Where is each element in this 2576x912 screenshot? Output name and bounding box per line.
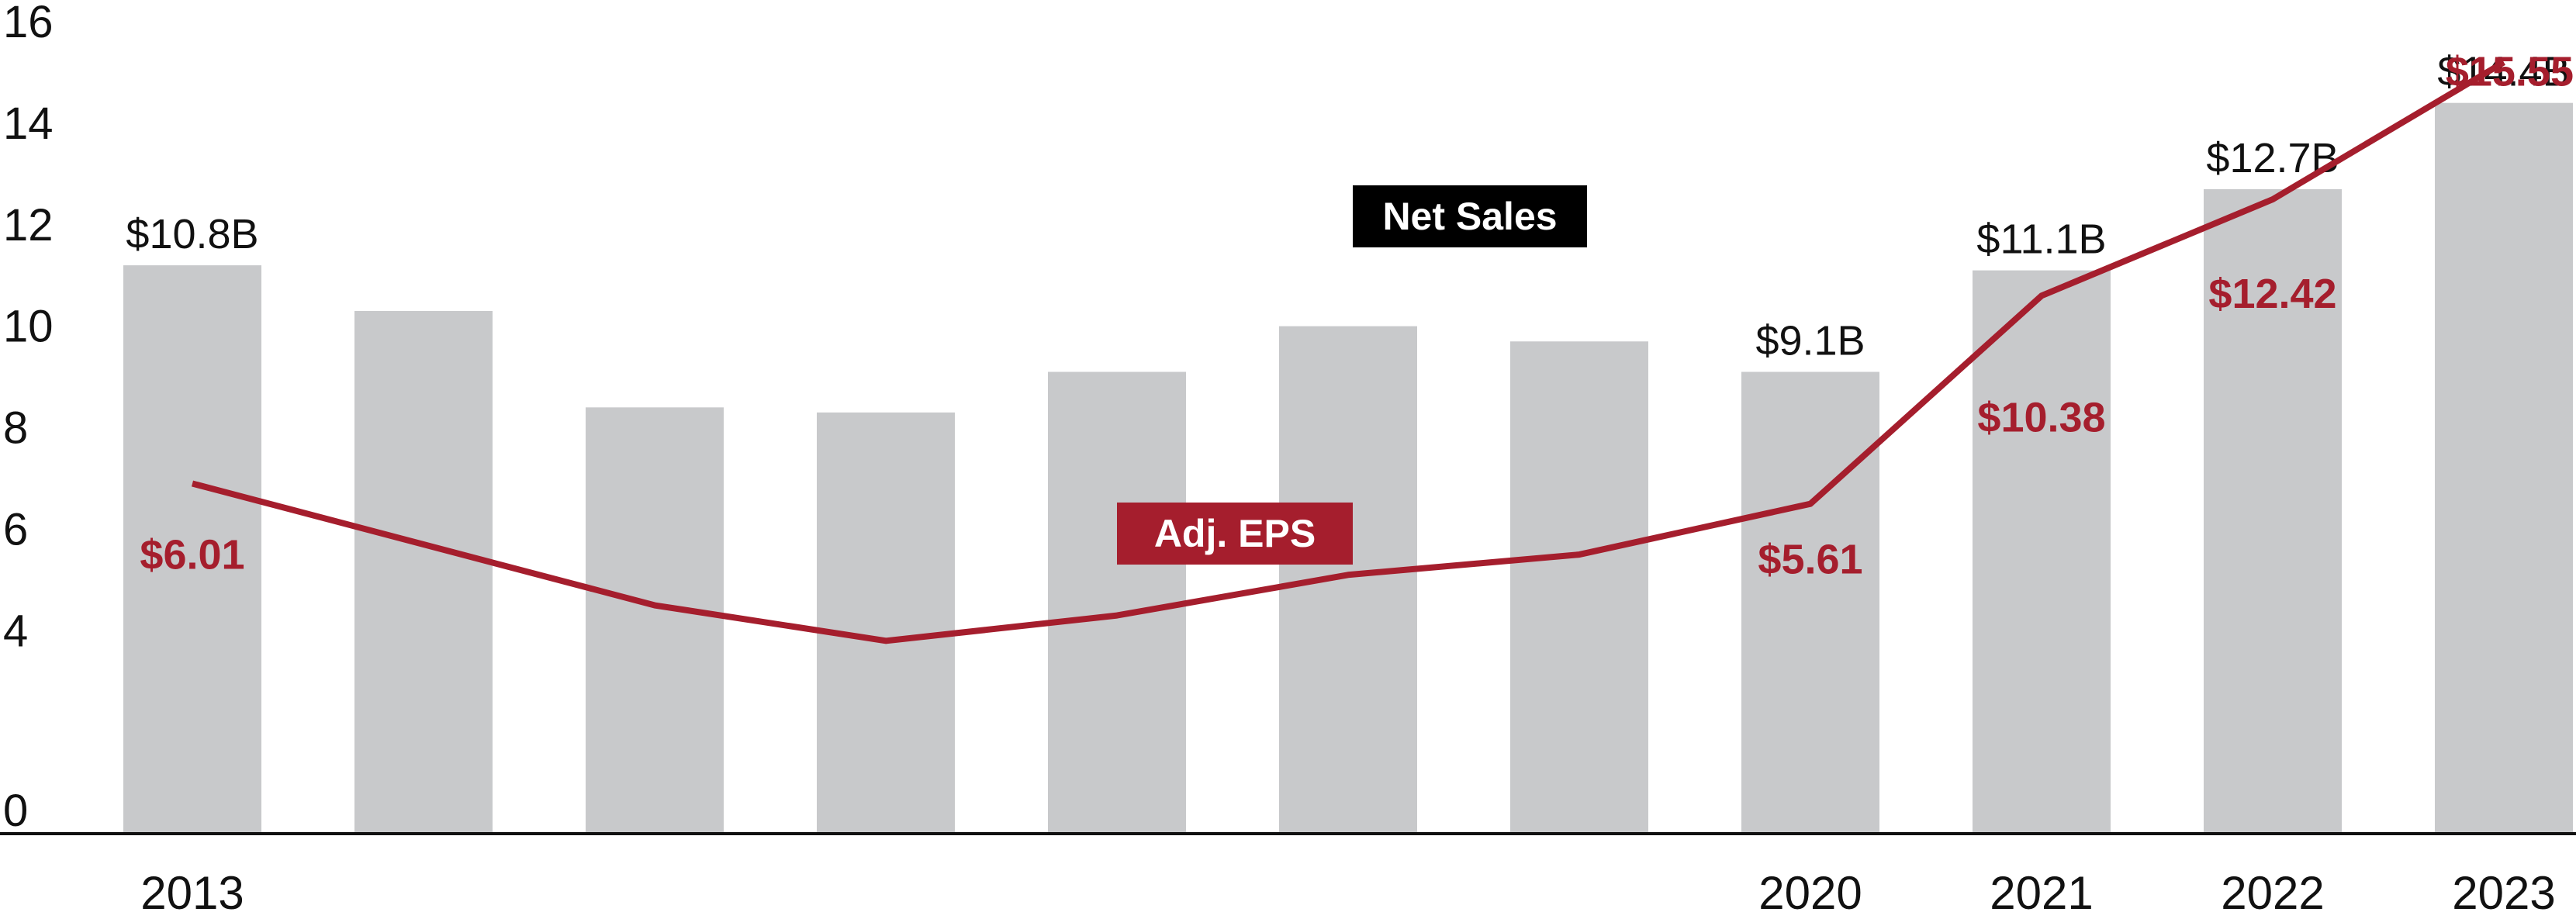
- x-axis-ticks: 2013 2020 2021 2022 2023: [140, 867, 2555, 912]
- net-sales-bars: [123, 102, 2573, 834]
- eps-value-label: $10.38: [1977, 394, 2105, 440]
- net-sales-value-labels: $10.8B$9.1B$11.1B$12.7B$14.4B: [126, 49, 2570, 364]
- y-tick-label: 14: [3, 98, 54, 149]
- net-sales-bar: [1973, 270, 2111, 834]
- x-tick-label: 2022: [2221, 867, 2324, 912]
- net-sales-bar: [354, 310, 493, 834]
- net-sales-bar: [586, 407, 724, 834]
- net-sales-bar: [1279, 326, 1417, 834]
- x-tick-label: 2021: [1990, 867, 2093, 912]
- net-sales-bar: [123, 265, 261, 834]
- legend-net-sales: Net Sales: [1353, 185, 1587, 247]
- x-tick-label: 2023: [2452, 867, 2555, 912]
- y-tick-label: 8: [3, 403, 28, 454]
- net-sales-bar: [1048, 371, 1186, 834]
- x-tick-label: 2013: [140, 867, 244, 912]
- net-sales-bar: [1741, 371, 1879, 834]
- eps-value-labels: $6.01 $5.61 $10.38 $12.42 $15.55: [140, 48, 2574, 582]
- net-sales-value-label: $9.1B: [1755, 318, 1865, 364]
- x-tick-label: 2020: [1758, 867, 1862, 912]
- y-tick-label: 0: [3, 786, 28, 836]
- net-sales-bar: [1510, 341, 1648, 834]
- legend-eps-label: Adj. EPS: [1154, 512, 1316, 555]
- y-tick-label: 6: [3, 504, 28, 554]
- eps-value-label: $6.01: [140, 531, 244, 578]
- net-sales-value-label: $10.8B: [126, 211, 258, 257]
- eps-value-label: $12.42: [2208, 271, 2336, 317]
- y-tick-label: 10: [3, 302, 54, 352]
- eps-line: [191, 59, 2506, 644]
- net-sales-bar: [2435, 102, 2573, 834]
- y-axis-ticks: 0 4 6 8 10 12 14 16: [3, 0, 54, 836]
- eps-value-label: $5.61: [1758, 537, 1862, 583]
- y-tick-label: 16: [3, 0, 54, 47]
- legend-net-sales-label: Net Sales: [1382, 195, 1557, 238]
- legend-net-sales-box: [1353, 185, 1587, 247]
- net-sales-bar: [817, 412, 955, 834]
- eps-value-label: $15.55: [2446, 48, 2574, 95]
- legend-eps: Adj. EPS: [1117, 503, 1353, 565]
- y-tick-label: 12: [3, 200, 54, 250]
- net-sales-bar: [2204, 188, 2342, 834]
- y-tick-label: 4: [3, 606, 28, 656]
- net-sales-value-label: $11.1B: [1976, 216, 2106, 263]
- legend-eps-box: [1117, 503, 1353, 565]
